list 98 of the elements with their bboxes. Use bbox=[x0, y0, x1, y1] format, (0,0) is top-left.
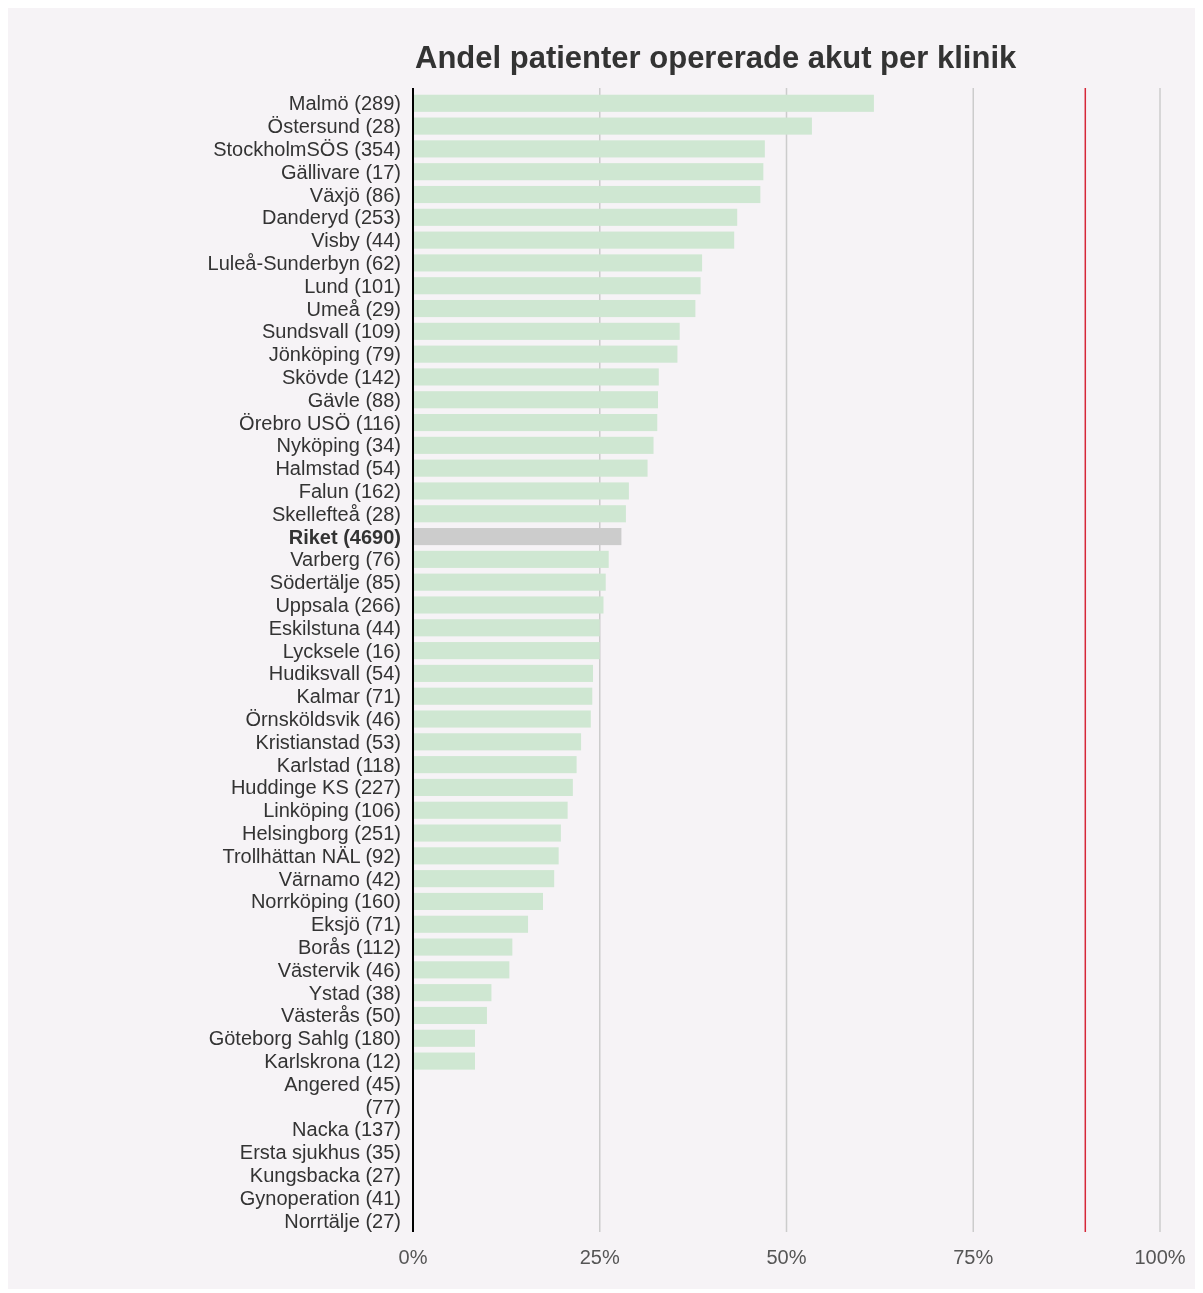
y-tick-label: Sundsvall (109) bbox=[262, 320, 401, 343]
bar bbox=[413, 573, 606, 591]
y-tick-label: Halmstad (54) bbox=[275, 457, 401, 480]
x-tick-label: 0% bbox=[398, 1246, 428, 1268]
bar bbox=[413, 619, 600, 637]
bar bbox=[413, 140, 765, 158]
bar bbox=[413, 208, 738, 226]
bar bbox=[413, 778, 573, 796]
bar bbox=[413, 892, 543, 910]
y-tick-label: Visby (44) bbox=[311, 229, 401, 252]
bar bbox=[413, 687, 593, 705]
y-tick-label: Göteborg Sahlg (180) bbox=[208, 1027, 401, 1050]
bar bbox=[413, 459, 648, 477]
bar bbox=[413, 94, 874, 112]
y-tick-label: Varberg (76) bbox=[290, 548, 401, 571]
y-tick-label: Helsingborg (251) bbox=[242, 822, 401, 845]
bar bbox=[413, 163, 764, 181]
y-tick-label: Norrtälje (27) bbox=[284, 1209, 401, 1232]
y-tick-label: Luleå-Sunderbyn (62) bbox=[207, 251, 401, 274]
y-tick-label: Karlskrona (12) bbox=[264, 1050, 401, 1073]
bar bbox=[413, 391, 659, 409]
bar bbox=[413, 1052, 475, 1070]
y-tick-label: Falun (162) bbox=[298, 479, 401, 502]
x-tick-label: 50% bbox=[766, 1246, 807, 1268]
bar bbox=[413, 254, 703, 272]
y-tick-label: Lycksele (16) bbox=[282, 639, 401, 662]
bar bbox=[413, 984, 492, 1002]
y-tick-label: Karlstad (118) bbox=[276, 753, 401, 776]
bar bbox=[413, 664, 594, 682]
y-tick-label: StockholmSÖS (354) bbox=[213, 137, 401, 160]
bar bbox=[413, 824, 561, 842]
y-tick-label: (77) bbox=[365, 1095, 401, 1118]
y-tick-label: Värnamo (42) bbox=[278, 867, 401, 890]
y-tick-label: Borås (112) bbox=[297, 936, 401, 959]
bar bbox=[413, 505, 626, 523]
y-tick-label: Ersta sjukhus (35) bbox=[239, 1141, 401, 1164]
bar bbox=[413, 870, 555, 888]
bar bbox=[413, 801, 568, 819]
bar bbox=[413, 938, 513, 956]
y-tick-label: Östersund (28) bbox=[267, 115, 401, 138]
bar bbox=[413, 642, 600, 660]
bar bbox=[413, 185, 761, 204]
y-tick-label: Örebro USÖ (116) bbox=[239, 411, 401, 434]
bar bbox=[413, 596, 604, 614]
y-tick-label: Umeå (29) bbox=[306, 297, 401, 320]
bar bbox=[413, 1006, 487, 1025]
bar bbox=[413, 368, 659, 386]
bar bbox=[413, 482, 629, 500]
y-tick-label: Södertälje (85) bbox=[269, 571, 401, 594]
y-tick-label: Gällivare (17) bbox=[280, 160, 401, 183]
y-tick-label: Malmö (289) bbox=[288, 92, 401, 115]
bar bbox=[413, 345, 678, 363]
y-tick-label: Kungsbacka (27) bbox=[249, 1164, 401, 1187]
y-tick-label: Ystad (38) bbox=[308, 981, 401, 1004]
y-tick-label: Angered (45) bbox=[284, 1072, 401, 1095]
bar bbox=[413, 961, 510, 979]
bar bbox=[413, 847, 559, 865]
bar bbox=[413, 550, 609, 568]
bar bbox=[413, 414, 658, 432]
y-tick-label: Gynoperation (41) bbox=[239, 1186, 401, 1209]
y-tick-label: Linköping (106) bbox=[263, 799, 401, 822]
y-tick-label: Jönköping (79) bbox=[268, 343, 401, 366]
chart-title: Andel patienter opererade akut per klinik bbox=[415, 40, 1017, 75]
bar bbox=[413, 710, 591, 728]
y-tick-label: Lund (101) bbox=[304, 274, 401, 297]
bar bbox=[413, 322, 680, 340]
x-tick-label: 25% bbox=[579, 1246, 620, 1268]
y-tick-label: Nyköping (34) bbox=[276, 434, 401, 457]
bar bbox=[413, 231, 735, 249]
y-tick-label: Norrköping (160) bbox=[250, 890, 401, 913]
y-tick-label: Örnsköldsvik (46) bbox=[245, 708, 401, 731]
y-tick-label: Riket (4690) bbox=[288, 525, 401, 548]
bar bbox=[413, 756, 577, 774]
y-tick-label: Danderyd (253) bbox=[262, 206, 401, 229]
y-tick-label: Uppsala (266) bbox=[275, 593, 401, 616]
y-tick-label: Skövde (142) bbox=[282, 365, 401, 388]
y-tick-label: Gävle (88) bbox=[307, 388, 401, 411]
y-tick-label: Kristianstad (53) bbox=[255, 730, 401, 753]
y-tick-label: Skellefteå (28) bbox=[272, 502, 401, 525]
bar bbox=[413, 277, 701, 295]
bar bbox=[413, 299, 696, 318]
y-tick-label: Trollhättan NÄL (92) bbox=[222, 844, 401, 867]
bar bbox=[413, 117, 812, 135]
y-tick-label: Hudiksvall (54) bbox=[268, 662, 401, 685]
y-tick-label: Västerås (50) bbox=[280, 1004, 401, 1027]
bar bbox=[413, 436, 654, 454]
x-tick-label: 100% bbox=[1134, 1246, 1186, 1268]
y-tick-label: Växjö (86) bbox=[309, 183, 401, 206]
y-tick-label: Kalmar (71) bbox=[296, 685, 401, 708]
bar bbox=[413, 1029, 475, 1047]
y-tick-label: Eksjö (71) bbox=[310, 913, 401, 936]
y-tick-label: Eskilstuna (44) bbox=[268, 616, 401, 639]
x-tick-label: 75% bbox=[953, 1246, 994, 1268]
bar bbox=[413, 915, 529, 933]
y-tick-label: Västervik (46) bbox=[277, 958, 401, 981]
bar bbox=[413, 733, 582, 751]
y-tick-label: Huddinge KS (227) bbox=[230, 776, 401, 799]
y-tick-label: Nacka (137) bbox=[292, 1118, 401, 1141]
